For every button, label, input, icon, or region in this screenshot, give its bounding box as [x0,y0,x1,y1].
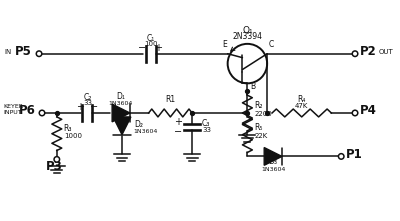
Circle shape [36,51,42,57]
Circle shape [39,110,45,116]
Text: P5: P5 [15,45,32,58]
Text: 33: 33 [83,100,92,106]
Text: D₂: D₂ [134,120,143,129]
Text: +: + [154,43,162,53]
Text: 33: 33 [202,127,211,133]
Text: P3: P3 [46,160,62,173]
Text: P6: P6 [19,105,36,118]
Text: 2N3394: 2N3394 [232,32,262,41]
Polygon shape [113,117,131,135]
Text: IN: IN [4,49,12,55]
Text: R₄: R₄ [298,95,306,104]
Circle shape [352,110,358,116]
Text: 1N3604: 1N3604 [109,101,133,106]
Text: R₃: R₃ [64,124,72,133]
Text: C: C [268,40,273,49]
Text: INPUT: INPUT [4,110,22,115]
Polygon shape [112,104,130,122]
Text: C₂: C₂ [83,93,92,102]
Text: +: + [76,102,84,112]
Text: P2: P2 [360,45,377,58]
Text: 47K: 47K [295,103,308,109]
Text: R₂: R₂ [254,101,263,110]
Text: 22K: 22K [254,133,268,139]
Circle shape [54,157,60,162]
Text: +: + [174,117,182,127]
Text: R1: R1 [165,95,176,104]
Polygon shape [264,148,282,165]
Text: 2200: 2200 [254,111,272,117]
Text: C₃: C₃ [202,119,210,128]
Text: E: E [222,40,227,49]
Text: 100: 100 [144,41,157,47]
Text: C₁: C₁ [146,34,155,43]
Text: P4: P4 [360,105,377,118]
Text: OUT: OUT [379,49,394,55]
Text: R₅: R₅ [254,123,263,132]
Text: 1N3604: 1N3604 [261,167,285,172]
Text: 1000: 1000 [64,133,82,139]
Text: −: − [174,127,182,137]
Text: KEYER: KEYER [4,104,24,109]
Text: P1: P1 [346,148,363,161]
Circle shape [338,154,344,159]
Text: B: B [250,82,256,91]
Text: −: − [90,102,98,112]
Text: −: − [138,43,146,53]
Text: Q₁: Q₁ [242,26,253,35]
Text: 1N3604: 1N3604 [134,129,158,134]
Text: D₃: D₃ [268,157,278,166]
Text: D₁: D₁ [116,92,126,101]
Circle shape [352,51,358,57]
